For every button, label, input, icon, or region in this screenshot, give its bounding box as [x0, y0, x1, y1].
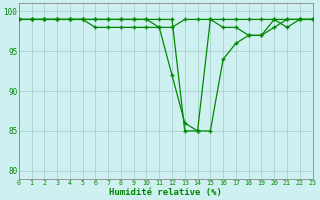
X-axis label: Humidité relative (%): Humidité relative (%): [109, 188, 222, 197]
